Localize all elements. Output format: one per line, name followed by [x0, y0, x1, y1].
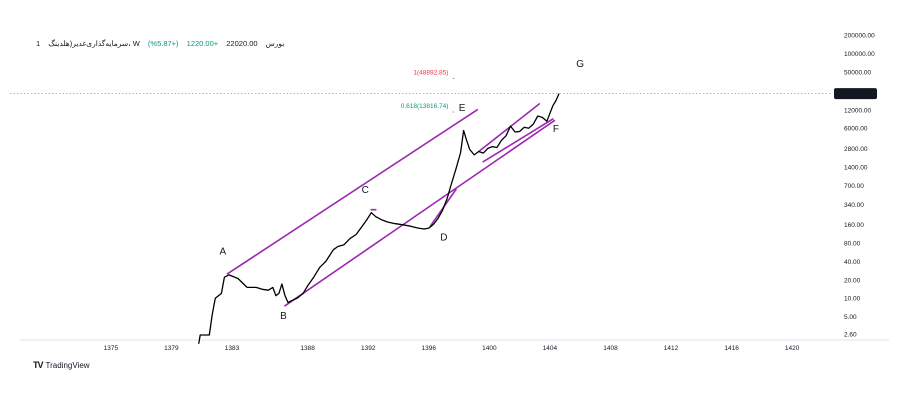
last-price-label: 22020.00 [842, 91, 869, 98]
y-tick-label: 340.00 [844, 202, 864, 209]
y-tick-label: 12000.00 [844, 107, 871, 114]
y-tick-label: 5.00 [844, 314, 857, 321]
price-series-line[interactable] [198, 93, 560, 344]
x-tick-label: 1416 [724, 345, 739, 352]
price-chart[interactable]: 1(48892.85) 0.618(13816.74) A B C D E F G 20000… [10, 22, 889, 374]
y-tick-label: 100000.00 [844, 51, 875, 58]
wave-label-f[interactable]: F [553, 124, 559, 135]
y-tick-label: 200000.00 [844, 33, 875, 40]
x-tick-label: 1383 [225, 345, 240, 352]
y-tick-label: 700.00 [844, 183, 864, 190]
y-tick-label: 40.00 [844, 259, 861, 266]
price-value: 22020.00 [226, 39, 258, 48]
channel-line[interactable] [482, 118, 554, 163]
y-tick-label: 10.00 [844, 296, 861, 303]
symbol-name[interactable]: سرمایه‌گذاری‌غدیر(هلدینگ، W [48, 39, 140, 48]
wave-label-g[interactable]: G [576, 59, 584, 70]
x-tick-label: 1392 [361, 345, 376, 352]
wave-label-b[interactable]: B [280, 311, 287, 322]
x-tick-label: 1379 [164, 345, 179, 352]
chart-frame: 1 سرمایه‌گذاری‌غدیر(هلدینگ، W بورس 22020… [10, 22, 889, 374]
y-tick-label: 50000.00 [844, 69, 871, 76]
x-tick-label: 1408 [603, 345, 618, 352]
x-tick-label: 1420 [785, 345, 800, 352]
wave-label-a[interactable]: A [220, 246, 227, 257]
y-tick-label: 6000.00 [844, 126, 868, 133]
interval-label: 1 [36, 39, 41, 48]
y-tick-label: 2800.00 [844, 146, 868, 153]
symbol-header: 1 سرمایه‌گذاری‌غدیر(هلدینگ، W بورس 22020… [36, 39, 290, 48]
channel-line[interactable] [226, 108, 479, 275]
x-tick-label: 1404 [543, 345, 558, 352]
exchange-label: بورس [265, 39, 285, 48]
tradingview-logo[interactable]: TV TradingView [33, 360, 90, 370]
y-tick-label: 2.60 [844, 332, 857, 339]
y-tick-label: 80.00 [844, 240, 861, 247]
y-tick-label: 160.00 [844, 222, 864, 229]
tradingview-text: TradingView [45, 360, 90, 370]
fib-level-label[interactable]: 1(48892.85) [413, 69, 448, 76]
fib-level-label[interactable]: 0.618(13816.74) [401, 103, 449, 110]
x-tick-label: 1388 [300, 345, 315, 352]
wave-label-d[interactable]: D [440, 232, 447, 243]
tradingview-mark-icon: TV [33, 360, 43, 370]
change-value: +1220.00 [186, 39, 219, 48]
y-tick-label: 20.00 [844, 277, 861, 284]
y-tick-label: 1400.00 [844, 164, 868, 171]
change-percent: (+5.87%) [147, 39, 179, 48]
x-tick-label: 1412 [664, 345, 679, 352]
x-tick-label: 1400 [482, 345, 497, 352]
channel-line[interactable] [477, 103, 541, 153]
wave-label-c[interactable]: C [362, 185, 369, 196]
channel-line[interactable] [284, 119, 556, 307]
last-price-badge [834, 88, 877, 100]
x-tick-label: 1375 [104, 345, 119, 352]
x-tick-label: 1396 [422, 345, 437, 352]
wave-label-e[interactable]: E [459, 103, 466, 114]
